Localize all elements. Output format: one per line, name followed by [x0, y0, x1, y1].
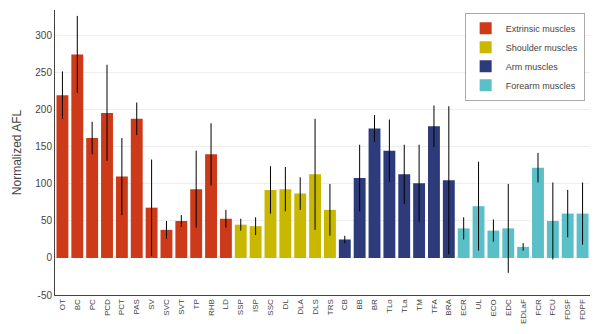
svg-text:TFA: TFA — [430, 299, 439, 314]
svg-text:Arm muscles: Arm muscles — [506, 62, 559, 72]
svg-text:Normalized AFL: Normalized AFL — [10, 109, 24, 195]
svg-text:FDSF: FDSF — [563, 299, 572, 320]
svg-text:FDPF: FDPF — [578, 299, 587, 320]
svg-text:FCU: FCU — [548, 299, 557, 316]
svg-text:BB: BB — [355, 299, 364, 310]
svg-text:PCD: PCD — [103, 299, 112, 316]
svg-text:TP: TP — [192, 299, 201, 309]
svg-text:TRS: TRS — [326, 299, 335, 315]
svg-text:ISP: ISP — [251, 299, 260, 312]
svg-text:UL: UL — [474, 299, 483, 310]
svg-text:TLo: TLo — [385, 299, 394, 313]
svg-text:SSC: SSC — [266, 299, 275, 316]
svg-text:50: 50 — [41, 215, 53, 226]
svg-text:PC: PC — [88, 299, 97, 310]
svg-text:TLa: TLa — [400, 299, 409, 313]
svg-text:250: 250 — [35, 67, 52, 78]
svg-text:TM: TM — [415, 299, 424, 311]
svg-text:Extrinsic muscles: Extrinsic muscles — [506, 24, 576, 34]
svg-text:EDC: EDC — [504, 299, 513, 316]
svg-text:SVC: SVC — [162, 299, 171, 316]
svg-text:EDLaF: EDLaF — [519, 299, 528, 324]
svg-text:BC: BC — [73, 299, 82, 310]
svg-text:OT: OT — [58, 299, 67, 310]
svg-text:DLA: DLA — [296, 299, 305, 315]
svg-text:BRA: BRA — [444, 299, 453, 316]
svg-text:SSP: SSP — [236, 299, 245, 315]
svg-text:ECO: ECO — [489, 299, 498, 316]
svg-text:FCR: FCR — [534, 299, 543, 316]
svg-text:0: 0 — [46, 252, 52, 263]
svg-text:BR: BR — [370, 299, 379, 310]
svg-text:SV: SV — [147, 299, 156, 310]
svg-text:200: 200 — [35, 104, 52, 115]
svg-text:150: 150 — [35, 141, 52, 152]
svg-text:DLS: DLS — [311, 299, 320, 315]
svg-text:ECR: ECR — [459, 299, 468, 316]
svg-text:-50: -50 — [38, 290, 53, 301]
svg-text:PCT: PCT — [117, 299, 126, 315]
svg-text:Forearm muscles: Forearm muscles — [506, 81, 576, 91]
svg-text:LD: LD — [222, 299, 231, 309]
svg-text:100: 100 — [35, 178, 52, 189]
svg-text:300: 300 — [35, 30, 52, 41]
svg-text:DL: DL — [281, 299, 290, 310]
svg-text:PAS: PAS — [132, 299, 141, 314]
svg-text:CB: CB — [340, 299, 349, 310]
svg-text:Shoulder muscles: Shoulder muscles — [506, 43, 578, 53]
svg-text:RHB: RHB — [207, 299, 216, 316]
svg-text:SVT: SVT — [177, 299, 186, 315]
